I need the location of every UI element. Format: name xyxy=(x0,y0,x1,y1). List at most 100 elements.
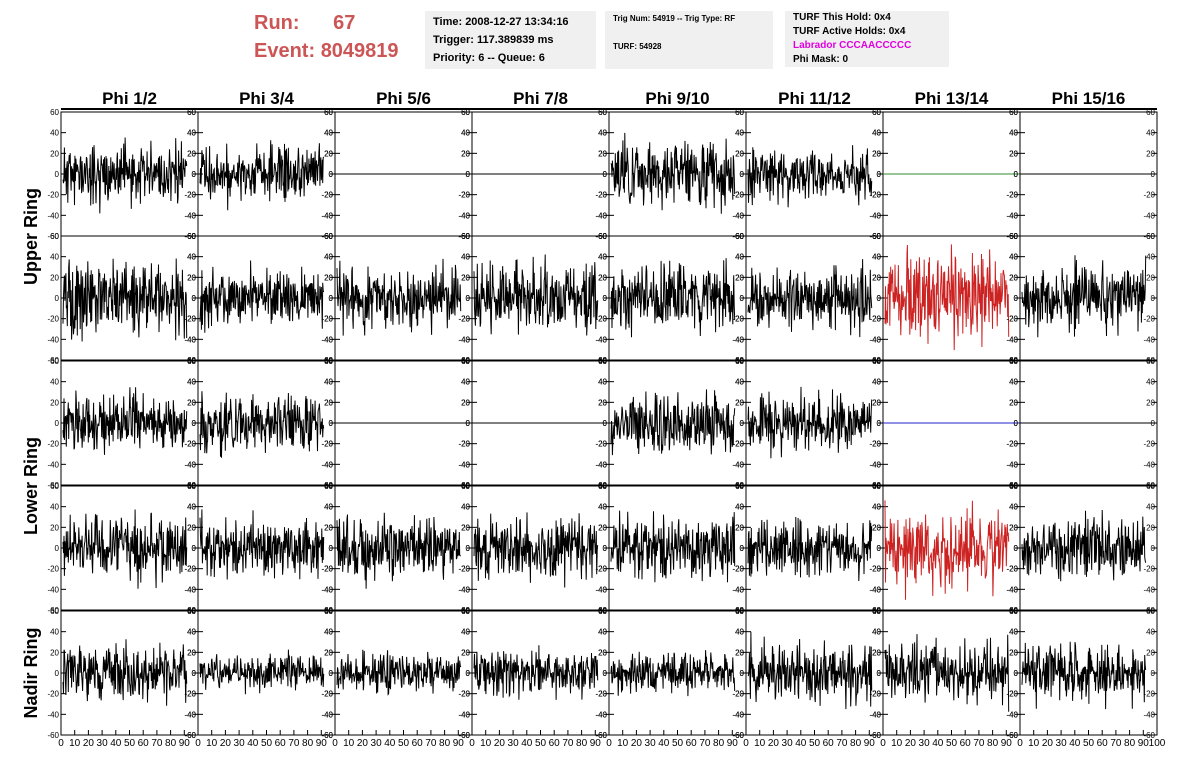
y-tick-label: -60 xyxy=(732,731,744,740)
y-tick-label: 40 xyxy=(735,628,744,637)
y-tick-label: 40 xyxy=(461,378,470,387)
y-tick-label: -40 xyxy=(1006,460,1018,469)
y-tick-label: 60 xyxy=(598,482,607,491)
y-tick-label: 60 xyxy=(598,108,607,117)
run-line: Run: 67 xyxy=(254,12,355,35)
y-tick-label: 0 xyxy=(329,669,334,678)
waveform-trace xyxy=(336,258,462,336)
waveform-trace xyxy=(884,500,1010,600)
y-tick-label: 0 xyxy=(329,544,334,553)
y-tick-label: 60 xyxy=(324,357,333,366)
waveform-trace xyxy=(1021,641,1147,710)
x-tick-label: 70 xyxy=(288,738,300,749)
y-tick-label: -60 xyxy=(869,731,881,740)
y-tick-label: 20 xyxy=(461,523,470,532)
x-tick-label: 70 xyxy=(699,738,711,749)
y-tick-label: 60 xyxy=(324,108,333,117)
y-tick-label: 20 xyxy=(1009,149,1018,158)
waveform-trace xyxy=(473,254,599,336)
y-tick-label: 20 xyxy=(872,398,881,407)
x-tick-label: 80 xyxy=(1124,738,1136,749)
y-tick-label: 60 xyxy=(872,482,881,491)
ring-label: Lower Ring xyxy=(21,437,41,535)
column-header: Phi 3/4 xyxy=(239,89,294,108)
y-tick-label: -20 xyxy=(595,191,607,200)
y-tick-label: -40 xyxy=(1143,710,1155,719)
x-tick-label: 60 xyxy=(686,738,698,749)
y-tick-label: 0 xyxy=(192,170,197,179)
y-tick-label: 40 xyxy=(187,253,196,262)
y-tick-label: 40 xyxy=(1009,253,1018,262)
y-tick-label: 60 xyxy=(1146,607,1155,616)
y-tick-label: 40 xyxy=(461,503,470,512)
y-tick-label: -60 xyxy=(458,731,470,740)
y-tick-label: -20 xyxy=(732,315,744,324)
y-tick-label: 60 xyxy=(324,232,333,241)
y-tick-label: 60 xyxy=(1009,607,1018,616)
y-tick-label: -40 xyxy=(1143,335,1155,344)
y-tick-label: 40 xyxy=(187,253,196,262)
y-tick-label: 40 xyxy=(872,503,881,512)
y-tick-label: 40 xyxy=(324,628,333,637)
y-tick-label: 20 xyxy=(461,648,470,657)
y-tick-label: 0 xyxy=(329,544,334,553)
x-tick-label: 10 xyxy=(69,738,81,749)
y-tick-label: 60 xyxy=(461,607,470,616)
y-tick-label: 40 xyxy=(598,253,607,262)
y-tick-label: 60 xyxy=(735,482,744,491)
y-tick-label: -40 xyxy=(321,460,333,469)
y-tick-label: -20 xyxy=(458,440,470,449)
y-tick-label: 0 xyxy=(329,294,334,303)
y-tick-label: -40 xyxy=(595,585,607,594)
y-tick-label: 40 xyxy=(461,628,470,637)
y-tick-label: 60 xyxy=(187,108,196,117)
y-tick-label: 40 xyxy=(324,253,333,262)
y-tick-label: -40 xyxy=(321,710,333,719)
y-tick-label: 20 xyxy=(461,149,470,158)
y-tick-label: 60 xyxy=(598,357,607,366)
y-tick-label: -20 xyxy=(732,440,744,449)
y-tick-label: 60 xyxy=(1146,357,1155,366)
y-tick-label: 60 xyxy=(735,232,744,241)
y-tick-label: 40 xyxy=(461,253,470,262)
panel-frame xyxy=(471,485,610,611)
y-tick-label: -40 xyxy=(732,335,744,344)
y-tick-label: 20 xyxy=(872,398,881,407)
event-label: Event: xyxy=(254,40,316,62)
y-tick-label: 20 xyxy=(598,398,607,407)
y-tick-label: 40 xyxy=(324,253,333,262)
y-tick-label: -20 xyxy=(321,565,333,574)
y-tick-label: 20 xyxy=(461,273,470,282)
y-tick-label: 20 xyxy=(598,523,607,532)
y-tick-label: 40 xyxy=(50,503,59,512)
y-tick-label: -60 xyxy=(47,731,59,740)
y-tick-label: 20 xyxy=(735,523,744,532)
y-tick-label: 20 xyxy=(598,648,607,657)
y-tick-label: -20 xyxy=(47,565,59,574)
x-tick-label: 10 xyxy=(891,738,903,749)
y-tick-label: 0 xyxy=(55,419,60,428)
y-tick-label: -20 xyxy=(184,690,196,699)
y-tick-label: -20 xyxy=(184,191,196,200)
y-tick-label: 60 xyxy=(324,482,333,491)
x-tick-label: 0 xyxy=(332,738,338,749)
y-tick-label: 40 xyxy=(324,129,333,138)
y-tick-label: 0 xyxy=(877,294,882,303)
y-tick-label: 40 xyxy=(324,378,333,387)
y-tick-label: -40 xyxy=(732,460,744,469)
y-tick-label: -40 xyxy=(732,710,744,719)
y-tick-label: -40 xyxy=(595,585,607,594)
waveform-trace xyxy=(884,244,1010,351)
y-tick-label: -20 xyxy=(47,440,59,449)
y-tick-label: 40 xyxy=(461,129,470,138)
y-tick-label: -40 xyxy=(1143,460,1155,469)
y-tick-label: -40 xyxy=(595,211,607,220)
y-tick-label: 20 xyxy=(461,273,470,282)
y-tick-label: 40 xyxy=(872,253,881,262)
y-tick-label: 0 xyxy=(877,170,882,179)
y-tick-label: 40 xyxy=(735,628,744,637)
y-tick-label: 20 xyxy=(50,149,59,158)
y-tick-label: 20 xyxy=(1009,398,1018,407)
y-tick-label: 60 xyxy=(50,607,59,616)
y-tick-label: -60 xyxy=(321,731,333,740)
